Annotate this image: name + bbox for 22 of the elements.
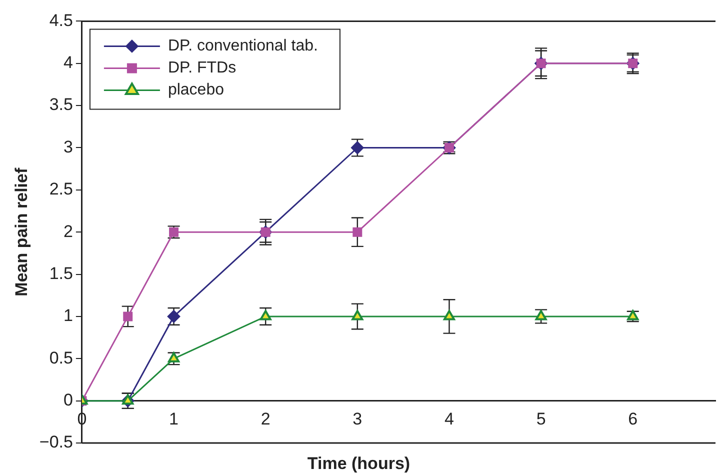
x-tick-label: 3 <box>352 410 362 429</box>
y-tick-label: 4.5 <box>49 10 73 30</box>
y-axis-title: Mean pain relief <box>12 168 31 296</box>
y-tick-label: 0 <box>63 390 73 410</box>
y-tick-label: −0.5 <box>39 432 73 452</box>
y-tick-label: 1.5 <box>49 264 73 283</box>
y-tick-label: 0.5 <box>49 348 73 368</box>
x-tick-label: 5 <box>536 410 546 429</box>
x-tick-label: 2 <box>260 410 270 429</box>
y-tick-label: 1 <box>63 306 73 326</box>
legend-label: DP. conventional tab. <box>168 38 318 55</box>
legend-label: placebo <box>168 82 224 99</box>
x-tick-label: 4 <box>444 410 454 429</box>
x-tick-label: 1 <box>169 410 179 429</box>
y-tick-label: 4 <box>63 53 73 72</box>
x-tick-label: 6 <box>628 410 638 429</box>
legend-label: DP. FTDs <box>168 60 236 77</box>
y-tick-label: 3 <box>63 137 73 156</box>
y-tick-label: 2.5 <box>49 180 73 199</box>
x-axis-title: Time (hours) <box>307 454 410 473</box>
y-tick-label: 2 <box>63 222 73 241</box>
y-tick-label: 3.5 <box>49 95 73 114</box>
